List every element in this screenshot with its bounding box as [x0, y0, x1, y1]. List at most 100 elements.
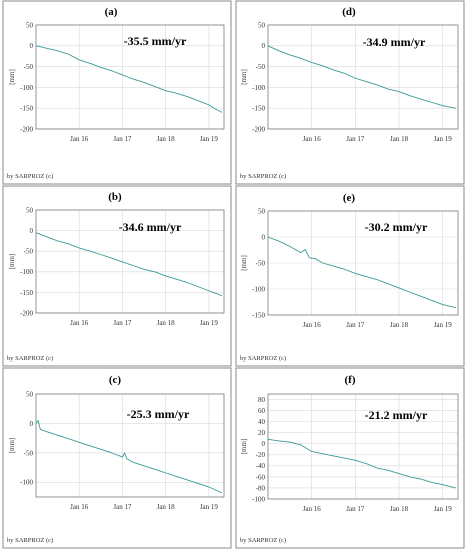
panel-label: (b) — [108, 191, 122, 203]
y-tick-label: -50 — [24, 449, 34, 457]
displacement-series-line — [267, 236, 456, 309]
y-tick-label: -100 — [20, 479, 33, 487]
velocity-annotation: -25.3 mm/yr — [127, 407, 190, 421]
y-tick-label: 0 — [262, 440, 266, 448]
x-tick-label: Jan 16 — [70, 319, 89, 327]
y-tick-label: -100 — [252, 285, 265, 293]
y-tick-label: -150 — [252, 311, 265, 319]
velocity-annotation: -35.5 mm/yr — [124, 34, 187, 48]
x-tick-label: Jan 19 — [200, 319, 219, 327]
displacement-series-line — [267, 438, 456, 489]
sarproz-credit: by SARPROZ (c) — [240, 537, 286, 544]
panel-0: 50 0 -50 -100 -150 -200 Jan 16 Jan 17 Jan 18 Jan … — [2, 0, 232, 185]
panel-label: (e) — [343, 192, 356, 204]
sarproz-credit: by SARPROZ (c) — [240, 173, 286, 180]
x-tick-label: Jan 19 — [434, 505, 453, 513]
y-axis-label: [mm] — [240, 439, 248, 455]
displacement-series-line — [35, 232, 223, 297]
y-tick-label: -50 — [24, 63, 34, 71]
plot-area — [35, 393, 225, 498]
sarproz-credit: by SARPROZ (c) — [240, 355, 286, 362]
panel-frame — [2, 0, 232, 185]
y-tick-label: -100 — [20, 268, 33, 276]
panel-label: (c) — [109, 374, 122, 386]
x-tick-label: Jan 17 — [346, 135, 365, 143]
plot-area — [35, 209, 225, 314]
y-tick-label: -50 — [256, 63, 266, 71]
y-tick-label: -200 — [252, 125, 265, 133]
y-tick-label: -200 — [20, 309, 33, 317]
y-tick-label: 50 — [26, 21, 34, 29]
velocity-annotation: -34.6 mm/yr — [119, 220, 182, 234]
x-tick-label: Jan 19 — [200, 135, 219, 143]
y-tick-label: 0 — [262, 233, 266, 241]
plot-area — [267, 210, 459, 316]
y-tick-label: 0 — [30, 42, 34, 50]
sarproz-credit: by SARPROZ (c) — [7, 173, 53, 180]
y-tick-label: 0 — [262, 42, 266, 50]
y-axis-label: [mm] — [240, 255, 248, 271]
y-axis-label: [mm] — [8, 254, 16, 270]
x-tick-label: Jan 17 — [346, 505, 365, 513]
panel-label: (f) — [345, 374, 356, 386]
panel-label: (a) — [105, 6, 118, 18]
x-tick-label: Jan 19 — [434, 135, 453, 143]
panel-label: (d) — [342, 6, 356, 18]
x-tick-label: Jan 18 — [157, 319, 176, 327]
y-tick-label: -50 — [24, 248, 34, 256]
x-tick-label: Jan 17 — [113, 319, 132, 327]
panel-3: 50 0 -50 -100 -150 Jan 16 Jan 17 Jan 18 Jan 19 [m… — [235, 185, 465, 367]
displacement-series-line — [35, 420, 223, 494]
x-tick-label: Jan 17 — [113, 503, 132, 511]
panel-frame — [2, 367, 232, 549]
plot-area — [267, 393, 459, 500]
velocity-annotation: -30.2 mm/yr — [365, 220, 428, 234]
panel-frame — [235, 367, 465, 549]
y-axis-label: [mm] — [8, 69, 16, 85]
panel-4: 50 0 -50 -100 Jan 16 Jan 17 Jan 18 Jan 19 [mm] (c… — [2, 367, 232, 549]
x-tick-label: Jan 17 — [346, 321, 365, 329]
x-tick-label: Jan 18 — [390, 135, 409, 143]
panel-frame — [2, 185, 232, 367]
panel-frame — [235, 0, 465, 185]
y-tick-label: -80 — [256, 484, 266, 492]
displacement-series-line — [267, 45, 456, 109]
y-tick-label: 50 — [258, 21, 266, 29]
panel-1: 50 0 -50 -100 -150 -200 Jan 16 Jan 17 Jan 18 Jan … — [235, 0, 465, 185]
sarproz-credit: by SARPROZ (c) — [7, 537, 53, 544]
y-tick-label: -200 — [20, 125, 33, 133]
x-tick-label: Jan 18 — [157, 135, 176, 143]
velocity-annotation: -21.2 mm/yr — [365, 408, 428, 422]
x-tick-label: Jan 16 — [70, 135, 89, 143]
panel-5: 80 60 40 20 0 -20 -40 -60 -80 -100 Jan 16 Jan 17 Jan… — [235, 367, 465, 549]
x-tick-label: Jan 17 — [113, 135, 132, 143]
y-tick-label: -50 — [256, 259, 266, 267]
y-tick-label: 80 — [258, 396, 266, 404]
y-tick-label: 50 — [26, 390, 34, 398]
y-tick-label: 40 — [258, 418, 266, 426]
panel-2: 50 0 -50 -100 -150 -200 Jan 16 Jan 17 Jan 18 Jan … — [2, 185, 232, 367]
x-tick-label: Jan 18 — [390, 505, 409, 513]
y-tick-label: 60 — [258, 407, 266, 415]
y-tick-label: -60 — [256, 473, 266, 481]
y-axis-label: [mm] — [8, 438, 16, 454]
velocity-annotation: -34.9 mm/yr — [363, 35, 426, 49]
x-tick-label: Jan 19 — [200, 503, 219, 511]
y-tick-label: -150 — [20, 289, 33, 297]
x-tick-label: Jan 19 — [434, 321, 453, 329]
y-tick-label: -150 — [20, 105, 33, 113]
y-tick-label: -100 — [20, 84, 33, 92]
x-tick-label: Jan 16 — [70, 503, 89, 511]
x-tick-label: Jan 16 — [303, 135, 322, 143]
x-tick-label: Jan 16 — [303, 321, 322, 329]
y-tick-label: 50 — [26, 206, 34, 214]
plot-area — [35, 24, 225, 130]
x-tick-label: Jan 16 — [303, 505, 322, 513]
y-tick-label: 20 — [258, 429, 266, 437]
x-tick-label: Jan 18 — [390, 321, 409, 329]
displacement-series-line — [35, 45, 223, 113]
y-tick-label: -20 — [256, 451, 266, 459]
y-tick-label: 50 — [258, 207, 266, 215]
y-tick-label: 0 — [30, 420, 34, 428]
